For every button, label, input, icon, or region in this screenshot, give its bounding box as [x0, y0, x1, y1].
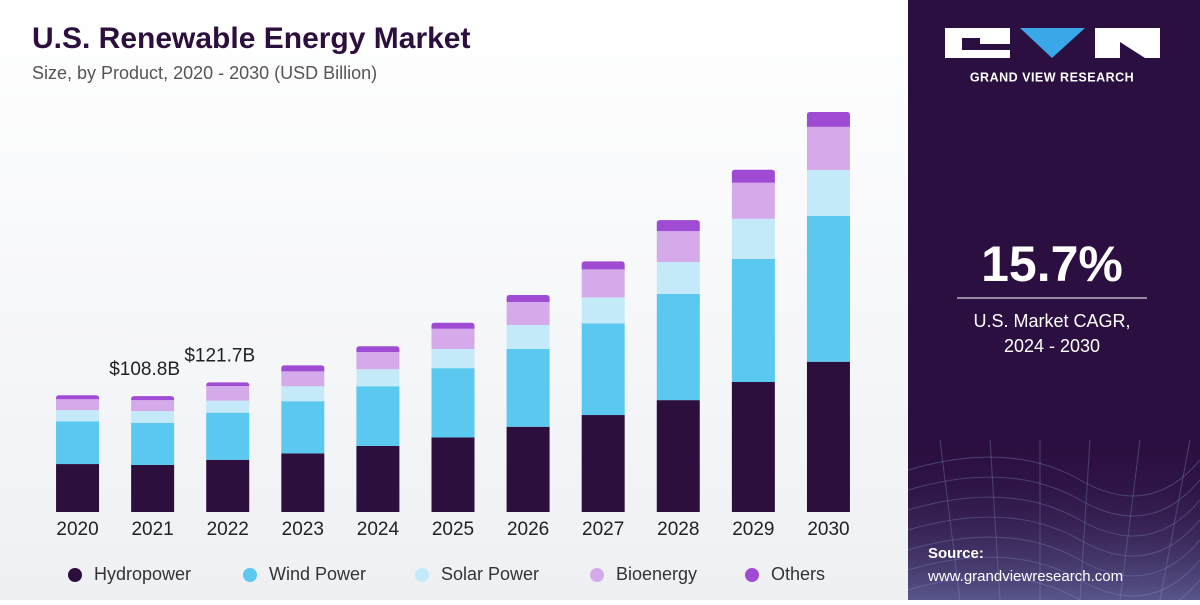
bar-segment	[506, 301, 550, 325]
logo: GRAND VIEW RESEARCH	[945, 28, 1160, 84]
x-tick-label: 2028	[657, 519, 699, 540]
sidebar-glow	[908, 440, 1200, 600]
bar-segment	[731, 182, 775, 219]
bar-segment	[431, 322, 475, 329]
legend-label: Hydropower	[94, 564, 191, 584]
bar-segment	[581, 415, 625, 512]
cagr-label: U.S. Market CAGR,	[973, 311, 1130, 331]
bar-segment	[431, 328, 475, 349]
bar-segment	[806, 126, 850, 170]
bar-segment	[56, 410, 100, 422]
bar-segment	[506, 348, 550, 427]
x-tick-label: 2029	[732, 519, 774, 540]
total-label: $121.7B	[184, 345, 255, 366]
total-label: $108.8B	[109, 359, 180, 380]
source-url[interactable]: www.grandviewresearch.com	[927, 568, 1123, 585]
bar-segment	[656, 220, 700, 232]
bar-segment	[131, 422, 175, 465]
bar-segment	[206, 412, 250, 460]
bar-segment	[506, 294, 550, 302]
chart-subtitle: Size, by Product, 2020 - 2030 (USD Billi…	[32, 63, 377, 83]
cagr-value: 15.7%	[981, 236, 1123, 292]
bar-segment	[506, 426, 550, 512]
bar-segment	[656, 262, 700, 294]
bar-segment	[581, 269, 625, 298]
x-tick-label: 2022	[207, 519, 249, 540]
legend-swatch	[415, 568, 429, 582]
legend-swatch	[243, 568, 257, 582]
x-tick-label: 2023	[282, 519, 324, 540]
legend-label: Others	[771, 564, 825, 584]
bar-segment	[356, 386, 400, 446]
bar-segment	[731, 218, 775, 259]
x-tick-label: 2020	[56, 519, 98, 540]
bar-segment	[281, 386, 325, 402]
bar-segment	[656, 293, 700, 401]
legend-label: Wind Power	[269, 564, 366, 584]
bar-segment	[731, 169, 775, 183]
bar-segment	[431, 437, 475, 512]
bar-segment	[431, 368, 475, 438]
bar-segment	[806, 169, 850, 216]
bar-segment	[206, 459, 250, 512]
legend-label: Bioenergy	[616, 564, 697, 584]
bar-segment	[56, 399, 100, 411]
x-tick-label: 2030	[807, 519, 849, 540]
bar-segment	[206, 382, 250, 386]
x-tick-label: 2026	[507, 519, 549, 540]
chart-title: U.S. Renewable Energy Market	[32, 22, 471, 55]
bar-segment	[356, 445, 400, 512]
bar-segment	[281, 401, 325, 454]
bar-segment	[281, 453, 325, 512]
bar-segment	[206, 385, 250, 401]
x-tick-label: 2027	[582, 519, 624, 540]
legend-swatch	[68, 568, 82, 582]
bar-segment	[131, 411, 175, 423]
cagr-period: 2024 - 2030	[1004, 336, 1100, 356]
bar-segment	[206, 400, 250, 413]
bar-segment	[806, 361, 850, 512]
legend-label: Solar Power	[441, 564, 539, 584]
bar-segment	[656, 231, 700, 263]
bar-segment	[806, 112, 850, 127]
bar-segment	[281, 371, 325, 387]
bar-segment	[131, 396, 175, 401]
bar-segment	[581, 323, 625, 416]
bar-segment	[56, 421, 100, 465]
legend-swatch	[745, 568, 759, 582]
bar-segment	[356, 346, 400, 353]
bar-segment	[131, 400, 175, 412]
bar-segment	[506, 324, 550, 349]
bar-segment	[731, 258, 775, 383]
brand: GRAND VIEW RESEARCH	[970, 70, 1134, 84]
bar-segment	[131, 464, 175, 512]
bar-segment	[281, 365, 325, 372]
x-tick-label: 2024	[357, 519, 400, 540]
legend-swatch	[590, 568, 604, 582]
bar-segment	[56, 395, 100, 400]
bar-segment	[731, 382, 775, 512]
bar-segment	[356, 352, 400, 370]
source-label: Source:	[928, 545, 984, 562]
bar-segment	[806, 215, 850, 362]
x-tick-label: 2025	[432, 519, 474, 540]
bar-segment	[581, 261, 625, 270]
bar-segment	[431, 348, 475, 369]
bar-segment	[56, 464, 100, 512]
bar-segment	[656, 400, 700, 512]
x-tick-label: 2021	[131, 519, 173, 540]
bar-segment	[581, 297, 625, 324]
bar-segment	[356, 369, 400, 387]
